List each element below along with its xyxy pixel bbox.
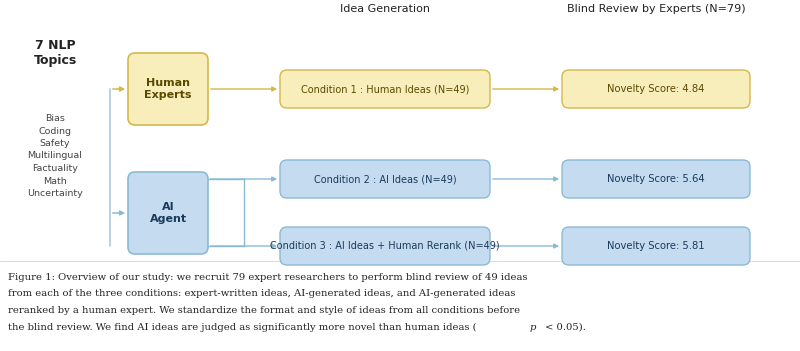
FancyBboxPatch shape bbox=[280, 160, 490, 198]
Text: Condition 2 : AI Ideas (N=49): Condition 2 : AI Ideas (N=49) bbox=[314, 174, 456, 184]
FancyBboxPatch shape bbox=[280, 227, 490, 265]
FancyBboxPatch shape bbox=[562, 70, 750, 108]
FancyBboxPatch shape bbox=[128, 172, 208, 254]
FancyBboxPatch shape bbox=[128, 53, 208, 125]
Text: Condition 1 : Human Ideas (N=49): Condition 1 : Human Ideas (N=49) bbox=[301, 84, 469, 94]
Text: p: p bbox=[530, 323, 536, 331]
Text: 7 NLP
Topics: 7 NLP Topics bbox=[34, 39, 77, 67]
Text: Figure 1: Overview of our study: we recruit 79 expert researchers to perform bli: Figure 1: Overview of our study: we recr… bbox=[8, 273, 527, 282]
Text: Blind Review by Experts (N=79): Blind Review by Experts (N=79) bbox=[566, 4, 746, 14]
Text: Human
Experts: Human Experts bbox=[144, 78, 192, 100]
FancyBboxPatch shape bbox=[562, 160, 750, 198]
Text: the blind review. We find AI ideas are judged as significantly more novel than h: the blind review. We find AI ideas are j… bbox=[8, 323, 477, 332]
Text: Bias
Coding
Safety
Multilingual
Factuality
Math
Uncertainty: Bias Coding Safety Multilingual Factuali… bbox=[27, 114, 83, 198]
Text: Condition 3 : AI Ideas + Human Rerank (N=49): Condition 3 : AI Ideas + Human Rerank (N… bbox=[270, 241, 500, 251]
Text: < 0.05).: < 0.05). bbox=[542, 323, 586, 331]
Text: Novelty Score: 5.64: Novelty Score: 5.64 bbox=[607, 174, 705, 184]
Text: Idea Generation: Idea Generation bbox=[340, 4, 430, 14]
Text: reranked by a human expert. We standardize the format and style of ideas from al: reranked by a human expert. We standardi… bbox=[8, 306, 520, 315]
Text: from each of the three conditions: expert-written ideas, AI-generated ideas, and: from each of the three conditions: exper… bbox=[8, 290, 515, 298]
FancyBboxPatch shape bbox=[562, 227, 750, 265]
Text: Novelty Score: 4.84: Novelty Score: 4.84 bbox=[607, 84, 705, 94]
FancyBboxPatch shape bbox=[280, 70, 490, 108]
Text: Novelty Score: 5.81: Novelty Score: 5.81 bbox=[607, 241, 705, 251]
Text: AI
Agent: AI Agent bbox=[150, 202, 186, 224]
